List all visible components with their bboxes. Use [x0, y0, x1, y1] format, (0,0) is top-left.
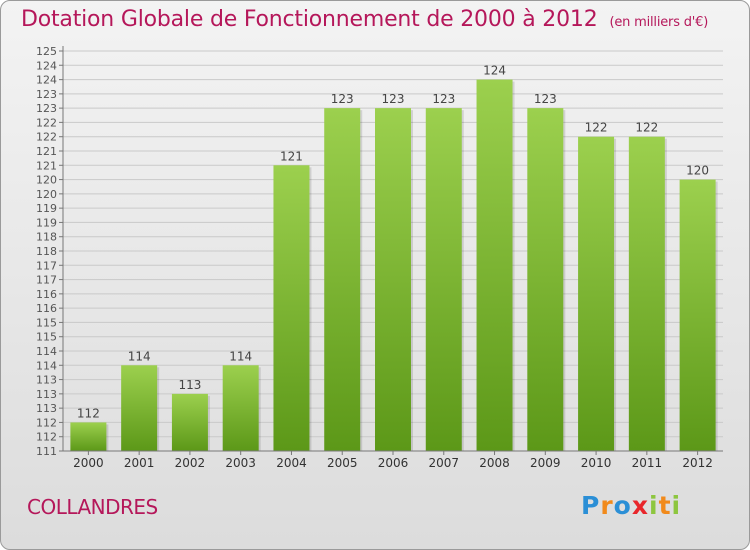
data-label: 123: [382, 92, 405, 106]
chart-title: Dotation Globale de Fonctionnement de 20…: [21, 7, 708, 32]
data-label: 122: [585, 121, 608, 135]
logo-letter: o: [613, 491, 632, 520]
bars: [70, 79, 718, 452]
bar: [375, 108, 411, 452]
y-tick-label: 115: [36, 331, 57, 344]
data-label: 124: [483, 64, 506, 78]
y-tick-label: 124: [36, 59, 57, 72]
logo-letter: P: [581, 491, 601, 520]
bar: [476, 79, 513, 452]
data-label: 114: [229, 349, 252, 363]
x-tick-label: 2010: [581, 456, 612, 470]
x-tick-label: 2008: [479, 456, 510, 470]
logo-letter: i: [671, 491, 682, 520]
bar: [628, 136, 665, 451]
y-tick-label: 119: [36, 202, 57, 215]
y-tick-label: 113: [36, 388, 57, 401]
bar: [121, 365, 158, 451]
chart-subtitle: (en milliers d'€): [609, 15, 709, 30]
y-tick-label: 111: [36, 445, 57, 458]
data-labels: 112 114 113 114 121 123 123 123 124 123 122 122 120: [77, 64, 709, 421]
y-tick-label: 125: [36, 45, 57, 58]
y-tick-label: 122: [36, 131, 57, 144]
y-tick-label: 120: [36, 188, 57, 201]
logo-letter: r: [600, 491, 614, 520]
y-tick-label: 115: [36, 316, 57, 329]
y-tick-label: 121: [36, 159, 57, 172]
bar: [273, 165, 310, 452]
y-tick-label: 113: [36, 402, 57, 415]
x-tick-label: 2009: [530, 456, 561, 470]
data-label: 123: [331, 92, 354, 106]
y-tick-label: 116: [36, 302, 57, 315]
y-tick-label: 123: [36, 88, 57, 101]
commune-name: COLLANDRES: [27, 495, 158, 519]
x-tick-label: 2006: [378, 456, 409, 470]
x-tick-label: 2011: [632, 456, 663, 470]
logo-letter: i: [649, 491, 659, 520]
data-label: 121: [280, 149, 303, 163]
data-label: 123: [432, 92, 455, 106]
data-label: 114: [128, 349, 151, 363]
y-tick-label: 118: [36, 245, 57, 258]
y-tick-label: 123: [36, 102, 57, 115]
x-tick-label: 2005: [327, 456, 358, 470]
y-tick-label: 117: [36, 274, 57, 287]
data-label: 123: [534, 92, 557, 106]
x-tick-label: 2001: [124, 456, 155, 470]
data-label: 122: [635, 121, 658, 135]
y-tick-label: 116: [36, 288, 57, 301]
bar: [70, 422, 107, 451]
data-label: 112: [77, 406, 100, 420]
y-tick-label: 112: [36, 431, 57, 444]
y-axis: 1111121121131131131141141151151161161171…: [36, 45, 64, 458]
x-axis: 2000 2001 2002 2003 2004 2005 2006 2007 2008 2009…: [63, 450, 723, 470]
y-tick-label: 121: [36, 145, 57, 158]
y-tick-label: 113: [36, 374, 57, 387]
y-tick-label: 124: [36, 74, 57, 87]
y-tick-label: 122: [36, 116, 57, 129]
y-tick-label: 120: [36, 174, 57, 187]
bar: [171, 393, 208, 451]
y-tick-label: 114: [36, 359, 57, 372]
bar: [679, 179, 716, 452]
x-tick-label: 2007: [428, 456, 459, 470]
bar: [324, 108, 361, 452]
y-tick-label: 118: [36, 231, 57, 244]
x-tick-label: 2000: [73, 456, 104, 470]
proxiti-logo: Proxiti: [581, 491, 681, 520]
y-tick-label: 114: [36, 345, 57, 358]
logo-letter: x: [631, 491, 649, 520]
bar: [425, 108, 462, 452]
y-tick-label: 119: [36, 216, 57, 229]
data-label: 113: [178, 378, 201, 392]
bar: [527, 108, 564, 452]
x-tick-label: 2012: [682, 456, 713, 470]
x-tick-label: 2002: [175, 456, 206, 470]
logo-letter: t: [658, 491, 672, 520]
x-tick-label: 2004: [276, 456, 307, 470]
y-tick-label: 117: [36, 259, 57, 272]
data-label: 120: [686, 164, 709, 178]
chart-title-text: Dotation Globale de Fonctionnement de 20…: [21, 7, 598, 32]
y-tick-label: 112: [36, 416, 57, 429]
x-tick-label: 2003: [225, 456, 256, 470]
bar: [578, 136, 615, 451]
bar: [222, 365, 259, 451]
